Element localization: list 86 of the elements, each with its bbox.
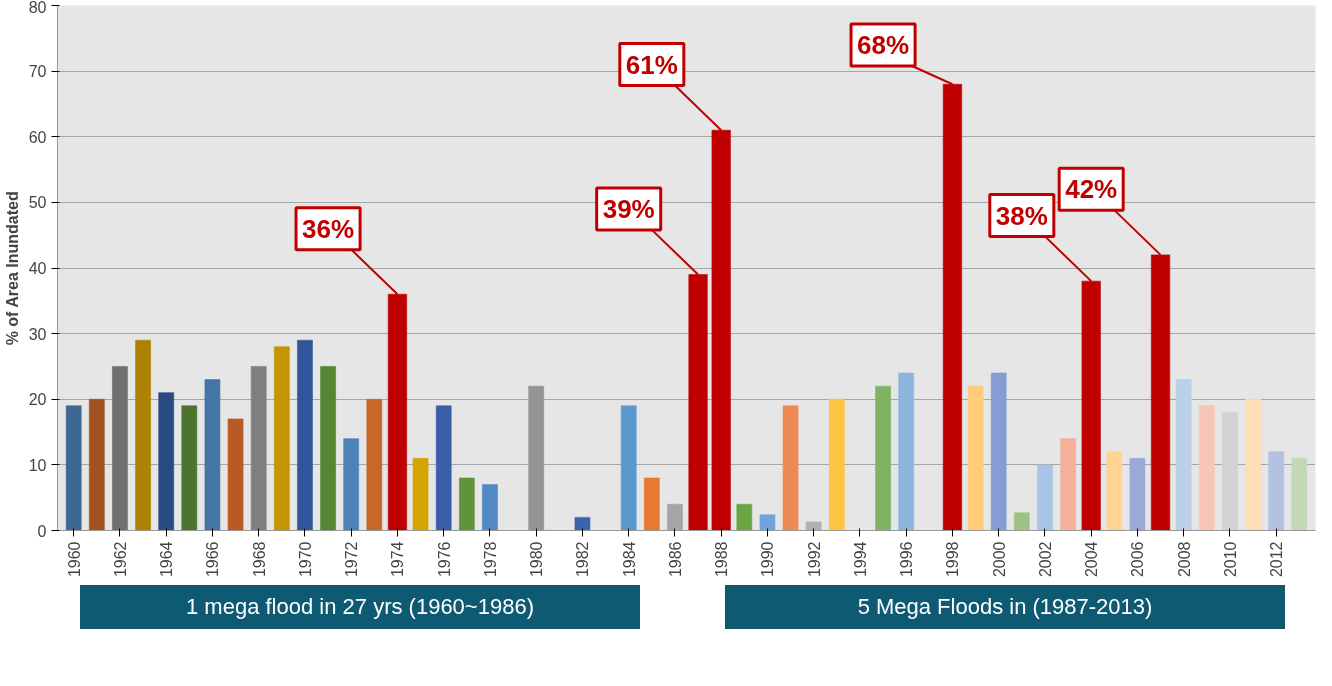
bar [481, 484, 498, 531]
bar [736, 503, 753, 531]
y-tick-label: 60 [28, 128, 47, 146]
text: 1 mega flood in 27 yrs (1960~1986) [186, 593, 534, 621]
annotation: 61% [625, 49, 678, 80]
x-tick-label: 1988 [713, 541, 731, 578]
x-tick-label: 1970 [296, 541, 314, 578]
bar [967, 385, 984, 531]
bar [273, 346, 290, 531]
bar [1198, 405, 1215, 531]
y-tick-label: 50 [28, 194, 47, 212]
annotation: 42% [1065, 174, 1118, 205]
bar [1291, 457, 1308, 531]
x-tick-label: 1986 [666, 541, 684, 578]
x-tick-label: 1996 [898, 541, 916, 578]
bar [227, 418, 244, 531]
bar [620, 405, 637, 531]
bar [1221, 411, 1238, 531]
x-tick-label: 1976 [435, 541, 453, 578]
x-tick-label: 2006 [1129, 541, 1147, 578]
x-tick-label: 2010 [1221, 541, 1239, 578]
x-tick-label: 1990 [759, 541, 777, 578]
y-axis-title: % of Area Inundated [3, 191, 21, 346]
x-tick-label: 1992 [805, 541, 823, 578]
y-tick-label: 0 [37, 522, 47, 540]
x-tick-label: 1972 [343, 541, 361, 578]
bar [458, 477, 475, 531]
bar [990, 372, 1007, 531]
bar [343, 438, 360, 531]
bar [782, 405, 799, 531]
x-tick-label: 2008 [1175, 541, 1193, 578]
bar [135, 339, 152, 531]
bar [204, 379, 221, 531]
bar [1106, 451, 1123, 531]
x-tick-label: 1998 [944, 541, 962, 578]
y-tick-label: 80 [28, 0, 47, 16]
x-tick-label: 2000 [990, 541, 1008, 578]
x-tick-label: 1964 [158, 541, 176, 578]
annotation: 36% [302, 213, 355, 244]
bar [65, 405, 82, 531]
x-tick-label: 2012 [1268, 541, 1286, 578]
x-tick-label: 1962 [111, 541, 129, 578]
bar [158, 392, 175, 531]
annotation: 38% [995, 200, 1048, 231]
x-tick-label: 1968 [250, 541, 268, 578]
bar [1175, 379, 1192, 531]
bar [181, 405, 198, 531]
x-tick-label: 2002 [1036, 541, 1054, 578]
text: 5 Mega Floods in (1987-2013) [857, 593, 1153, 621]
x-tick-label: 1978 [481, 541, 499, 578]
bar [320, 365, 337, 531]
x-tick-label: 1994 [851, 541, 869, 578]
x-tick-label: 1984 [620, 541, 638, 578]
bar [296, 339, 313, 531]
bar [111, 365, 128, 531]
x-tick-label: 1980 [528, 541, 546, 578]
x-tick-label: 2004 [1083, 541, 1101, 578]
bar [643, 477, 660, 531]
bar [1060, 438, 1077, 531]
x-tick-label: 1966 [204, 541, 222, 578]
bar [875, 385, 892, 531]
bar [574, 516, 591, 531]
bar [88, 398, 105, 531]
annotation: 68% [857, 29, 910, 60]
x-tick-label: 1974 [389, 541, 407, 578]
y-tick-label: 70 [28, 63, 47, 81]
bar [1268, 451, 1285, 531]
bar [412, 457, 429, 531]
y-tick-label: 10 [28, 456, 47, 474]
bar [1245, 398, 1262, 531]
x-tick-label: 1982 [574, 541, 592, 578]
bar [828, 398, 845, 531]
bar [1129, 457, 1146, 531]
bar [250, 365, 267, 531]
annotation: 39% [602, 193, 655, 224]
y-tick-label: 30 [28, 325, 47, 343]
y-tick-label: 40 [28, 260, 47, 277]
bar [366, 398, 383, 531]
bar [435, 405, 452, 531]
y-tick-label: 20 [28, 391, 47, 409]
bar [759, 514, 776, 531]
x-tick-label: 1960 [65, 541, 83, 578]
bar [898, 372, 915, 531]
bar [805, 521, 822, 531]
bar [1036, 464, 1053, 531]
bar [1013, 512, 1030, 531]
